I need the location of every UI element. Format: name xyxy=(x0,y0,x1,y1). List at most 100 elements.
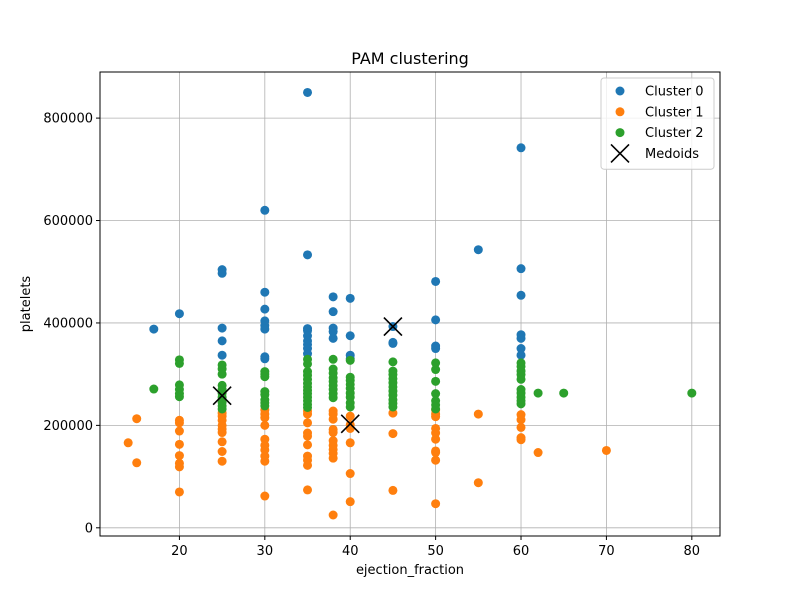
y-tick-label: 800000 xyxy=(43,112,93,127)
data-point xyxy=(174,426,184,436)
legend-marker xyxy=(615,86,625,96)
data-point xyxy=(516,374,526,384)
y-tick-label: 200000 xyxy=(43,419,93,434)
data-point xyxy=(388,402,398,412)
medoid-marker xyxy=(340,414,360,434)
data-point xyxy=(533,448,543,458)
y-axis-label: platelets xyxy=(19,276,34,333)
grid xyxy=(100,72,720,536)
data-point xyxy=(174,392,184,402)
data-point xyxy=(260,354,270,364)
data-point xyxy=(388,338,398,348)
data-point xyxy=(328,453,338,463)
data-point xyxy=(217,336,227,346)
data-point xyxy=(328,428,338,438)
data-point xyxy=(345,293,355,303)
data-point xyxy=(431,389,441,399)
data-point xyxy=(431,315,441,325)
data-point xyxy=(533,388,543,398)
data-point xyxy=(516,264,526,274)
data-point xyxy=(260,420,270,430)
data-point xyxy=(260,372,270,382)
y-tick-label: 0 xyxy=(85,521,93,536)
y-tick-label: 600000 xyxy=(43,214,93,229)
data-point xyxy=(431,404,441,414)
data-point xyxy=(516,143,526,153)
data-point xyxy=(345,469,355,479)
data-point xyxy=(303,87,313,97)
data-point xyxy=(303,440,313,450)
data-point xyxy=(473,409,483,419)
data-point xyxy=(260,456,270,466)
legend-label: Medoids xyxy=(645,147,699,162)
data-point xyxy=(217,323,227,333)
data-point xyxy=(601,445,611,455)
x-axis-label: ejection_fraction xyxy=(356,563,464,578)
data-point xyxy=(174,418,184,428)
data-point xyxy=(388,485,398,495)
data-point xyxy=(217,437,227,447)
data-point xyxy=(345,497,355,507)
data-point xyxy=(217,369,227,379)
data-point xyxy=(174,358,184,368)
data-points xyxy=(123,87,697,520)
data-point xyxy=(516,399,526,409)
data-point xyxy=(149,384,159,394)
data-point xyxy=(345,411,355,421)
data-point xyxy=(345,438,355,448)
data-point xyxy=(217,404,227,414)
data-point xyxy=(132,414,142,424)
data-point xyxy=(473,245,483,255)
legend-label: Cluster 1 xyxy=(645,105,704,120)
series-2 xyxy=(149,354,697,414)
data-point xyxy=(328,510,338,520)
data-point xyxy=(559,388,569,398)
data-point xyxy=(328,292,338,302)
data-point xyxy=(328,414,338,424)
data-point xyxy=(303,250,313,260)
data-point xyxy=(328,393,338,403)
data-point xyxy=(388,357,398,367)
data-point xyxy=(431,276,441,286)
data-point xyxy=(303,402,313,412)
chart-title: PAM clustering xyxy=(351,49,469,68)
data-point xyxy=(431,499,441,509)
data-point xyxy=(431,455,441,465)
data-point xyxy=(516,350,526,360)
data-point xyxy=(217,350,227,360)
legend-marker xyxy=(610,143,630,163)
data-point xyxy=(217,456,227,466)
data-point xyxy=(303,431,313,441)
data-point xyxy=(345,423,355,433)
legend-label: Cluster 0 xyxy=(645,85,704,100)
data-point xyxy=(303,418,313,428)
legend-box xyxy=(600,77,715,170)
x-tick-label: 50 xyxy=(427,544,444,559)
data-point xyxy=(260,413,270,423)
data-point xyxy=(174,487,184,497)
data-point xyxy=(217,268,227,278)
data-point xyxy=(303,485,313,495)
x-tick-label: 60 xyxy=(513,544,530,559)
data-point xyxy=(149,324,159,334)
series-0 xyxy=(149,87,526,364)
data-point xyxy=(431,434,441,444)
legend-marker xyxy=(615,128,625,138)
plot-frame xyxy=(99,71,721,537)
data-point xyxy=(687,388,697,398)
data-point xyxy=(328,333,338,343)
data-point xyxy=(345,402,355,412)
data-point xyxy=(328,354,338,364)
data-point xyxy=(174,439,184,449)
series-3 xyxy=(212,316,403,434)
data-point xyxy=(132,458,142,468)
data-point xyxy=(388,429,398,439)
x-tick-label: 20 xyxy=(171,544,188,559)
data-point xyxy=(516,435,526,445)
medoid-marker xyxy=(383,316,403,337)
x-tick-label: 80 xyxy=(684,544,701,559)
data-point xyxy=(345,355,355,365)
legend-marker xyxy=(615,107,625,117)
data-point xyxy=(174,462,184,472)
